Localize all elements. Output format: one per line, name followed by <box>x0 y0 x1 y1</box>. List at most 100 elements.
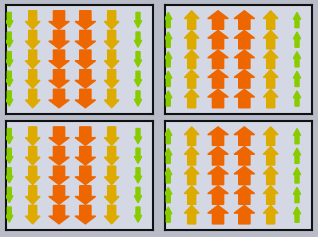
FancyArrow shape <box>165 52 172 67</box>
FancyArrow shape <box>49 70 69 88</box>
FancyArrow shape <box>135 32 142 47</box>
FancyArrow shape <box>234 186 255 204</box>
FancyArrow shape <box>49 146 69 165</box>
FancyArrow shape <box>49 50 69 68</box>
FancyArrow shape <box>294 168 301 183</box>
FancyArrow shape <box>294 52 301 67</box>
FancyArrow shape <box>6 168 13 183</box>
FancyArrow shape <box>104 205 119 224</box>
FancyArrow shape <box>208 127 228 146</box>
FancyArrow shape <box>208 186 228 204</box>
FancyArrow shape <box>135 12 142 28</box>
FancyArrow shape <box>6 32 13 47</box>
FancyArrow shape <box>104 30 119 49</box>
FancyArrow shape <box>208 70 228 88</box>
FancyArrow shape <box>75 127 96 146</box>
FancyArrow shape <box>104 127 119 146</box>
FancyArrow shape <box>263 205 278 224</box>
FancyArrow shape <box>294 91 301 106</box>
FancyArrow shape <box>135 71 142 87</box>
FancyArrow shape <box>6 91 13 106</box>
FancyArrow shape <box>165 148 172 163</box>
FancyArrow shape <box>104 186 119 204</box>
FancyArrow shape <box>263 89 278 108</box>
FancyArrow shape <box>104 11 119 29</box>
FancyArrow shape <box>184 166 199 185</box>
FancyArrow shape <box>75 166 96 185</box>
FancyArrow shape <box>294 148 301 163</box>
FancyArrow shape <box>184 11 199 29</box>
FancyArrow shape <box>104 50 119 68</box>
FancyArrow shape <box>165 12 172 28</box>
FancyArrow shape <box>165 187 172 203</box>
FancyArrow shape <box>135 168 142 183</box>
FancyArrow shape <box>234 166 255 185</box>
FancyArrow shape <box>165 128 172 144</box>
FancyArrow shape <box>165 91 172 106</box>
FancyArrow shape <box>263 50 278 68</box>
FancyArrow shape <box>25 89 40 108</box>
FancyArrow shape <box>135 52 142 67</box>
FancyArrow shape <box>184 205 199 224</box>
FancyArrow shape <box>208 89 228 108</box>
FancyArrow shape <box>75 30 96 49</box>
FancyArrow shape <box>104 146 119 165</box>
FancyArrow shape <box>184 127 199 146</box>
FancyArrow shape <box>263 166 278 185</box>
FancyArrow shape <box>6 12 13 28</box>
FancyArrow shape <box>6 148 13 163</box>
FancyArrow shape <box>165 32 172 47</box>
FancyArrow shape <box>135 128 142 144</box>
FancyArrow shape <box>135 187 142 203</box>
FancyArrow shape <box>165 207 172 222</box>
FancyArrow shape <box>6 128 13 144</box>
FancyArrow shape <box>75 146 96 165</box>
FancyArrow shape <box>184 146 199 165</box>
FancyArrow shape <box>6 207 13 222</box>
FancyArrow shape <box>75 50 96 68</box>
FancyArrow shape <box>25 166 40 185</box>
FancyArrow shape <box>234 70 255 88</box>
FancyArrow shape <box>294 207 301 222</box>
FancyArrow shape <box>75 11 96 29</box>
FancyArrow shape <box>25 30 40 49</box>
FancyArrow shape <box>135 148 142 163</box>
FancyArrow shape <box>75 89 96 108</box>
FancyArrow shape <box>75 70 96 88</box>
FancyArrow shape <box>49 205 69 224</box>
FancyArrow shape <box>25 186 40 204</box>
FancyArrow shape <box>208 11 228 29</box>
FancyArrow shape <box>25 127 40 146</box>
FancyArrow shape <box>184 30 199 49</box>
FancyArrow shape <box>208 30 228 49</box>
FancyArrow shape <box>6 187 13 203</box>
FancyArrow shape <box>135 91 142 106</box>
FancyArrow shape <box>184 50 199 68</box>
FancyArrow shape <box>135 207 142 222</box>
FancyArrow shape <box>25 205 40 224</box>
FancyArrow shape <box>49 166 69 185</box>
FancyArrow shape <box>234 30 255 49</box>
FancyArrow shape <box>263 127 278 146</box>
FancyArrow shape <box>25 50 40 68</box>
FancyArrow shape <box>234 50 255 68</box>
FancyArrow shape <box>294 128 301 144</box>
FancyArrow shape <box>165 168 172 183</box>
FancyArrow shape <box>104 89 119 108</box>
FancyArrow shape <box>104 166 119 185</box>
FancyArrow shape <box>49 186 69 204</box>
FancyArrow shape <box>165 71 172 87</box>
FancyArrow shape <box>184 186 199 204</box>
FancyArrow shape <box>263 11 278 29</box>
FancyArrow shape <box>208 50 228 68</box>
FancyArrow shape <box>263 70 278 88</box>
FancyArrow shape <box>25 146 40 165</box>
FancyArrow shape <box>294 12 301 28</box>
FancyArrow shape <box>6 71 13 87</box>
FancyArrow shape <box>49 30 69 49</box>
FancyArrow shape <box>49 11 69 29</box>
FancyArrow shape <box>234 89 255 108</box>
FancyArrow shape <box>208 205 228 224</box>
FancyArrow shape <box>234 146 255 165</box>
FancyArrow shape <box>49 89 69 108</box>
